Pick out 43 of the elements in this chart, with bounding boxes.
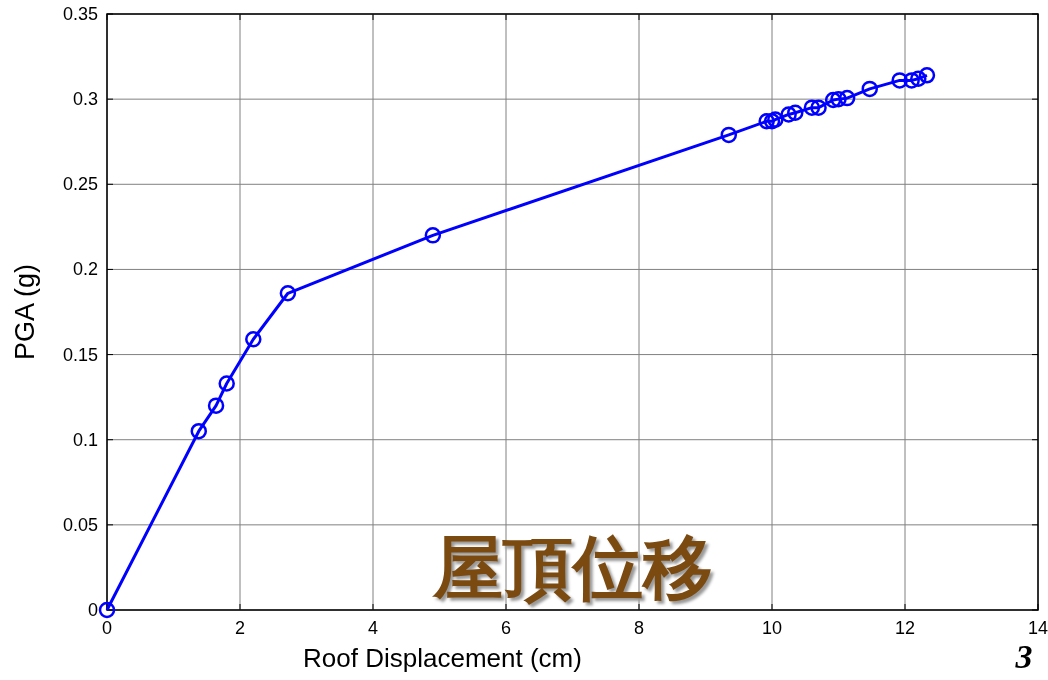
x-tick-label: 12 — [894, 618, 916, 638]
point — [767, 111, 784, 128]
y-tick-label: 0.15 — [62, 344, 98, 365]
x-axis-title: Roof Displacement (cm) — [303, 643, 582, 673]
point — [861, 80, 879, 98]
y-tick-label: 0.35 — [62, 4, 98, 24]
point — [838, 89, 856, 107]
point — [903, 72, 920, 89]
point — [98, 601, 116, 619]
x-tick-label: 6 — [500, 618, 512, 638]
x-tick-label: 4 — [367, 618, 379, 638]
point — [910, 70, 927, 87]
x-tick-label: 14 — [1027, 618, 1048, 638]
point — [720, 126, 738, 144]
point — [190, 422, 208, 440]
point — [787, 104, 804, 122]
point — [279, 285, 297, 302]
x-tick-label: 10 — [761, 618, 783, 638]
y-tick-label: 0.05 — [62, 514, 98, 535]
y-tick-label: 0.3 — [72, 89, 98, 110]
y-tick-label: 0.2 — [72, 259, 98, 280]
point — [803, 99, 821, 116]
y-tick-label: 0.25 — [62, 174, 98, 195]
annotation: 屋頂位移 — [432, 526, 713, 609]
text: 3 — [1014, 638, 1033, 675]
point — [424, 227, 442, 244]
point — [758, 113, 775, 130]
point — [218, 375, 235, 392]
point — [207, 397, 225, 414]
point — [891, 72, 908, 89]
point — [780, 106, 797, 123]
point — [245, 331, 262, 348]
point — [763, 113, 781, 130]
x-tick-label: 2 — [234, 618, 246, 638]
point — [918, 67, 936, 84]
y-tick-label: 0.1 — [72, 429, 98, 450]
point — [824, 91, 842, 109]
point — [810, 99, 827, 116]
point — [830, 90, 847, 108]
y-tick-label: 0 — [87, 600, 98, 620]
x-tick-label: 8 — [633, 618, 645, 638]
y-axis-title: PGA (g) — [10, 263, 40, 361]
x-tick-label: 0 — [101, 618, 113, 638]
